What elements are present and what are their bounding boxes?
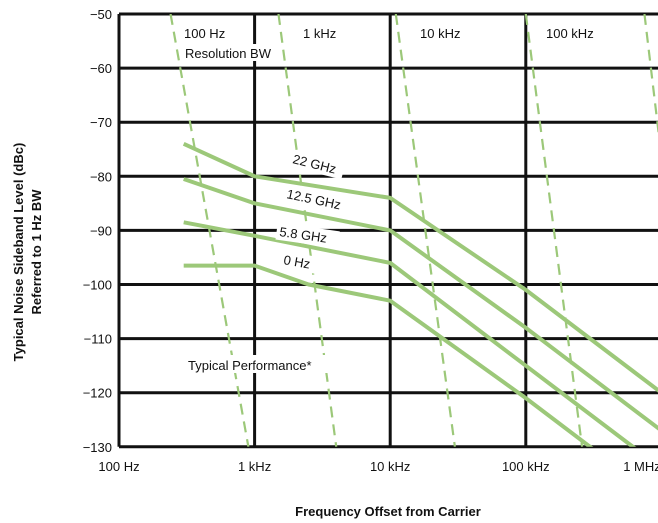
bw-label: 100 Hz: [184, 26, 225, 41]
y-tick-label: −80: [90, 169, 112, 184]
bw-line-4: [643, 14, 658, 137]
bw-label: 1 kHz: [303, 26, 336, 41]
series-label-bg: [279, 250, 321, 275]
series-label-group: 5.8 GHz: [275, 222, 340, 249]
bw-label-bg: [543, 25, 603, 42]
x-tick-label: 100 kHz: [502, 459, 550, 474]
typical-performance-annotation: Typical Performance*: [188, 358, 312, 373]
grid: [117, 12, 658, 449]
bw-title-bg: [182, 44, 278, 61]
bw-line-100-khz: [524, 14, 584, 447]
bw-label-bg: [181, 25, 233, 42]
series-label: 0 Hz: [282, 252, 311, 271]
y-tick-label: −50: [90, 7, 112, 22]
annotation-bg: [184, 355, 354, 373]
y-tick-label: −110: [84, 332, 112, 347]
y-tick-label: −120: [83, 386, 112, 401]
bw-title: Resolution BW: [185, 46, 272, 61]
bw-label-bg: [417, 25, 469, 42]
y-tick-label: −90: [90, 223, 112, 238]
bw-label: 10 kHz: [420, 26, 460, 41]
y-axis-title: Typical Noise Sideband Level (dBc): [11, 143, 26, 362]
bw-line-100-hz: [169, 14, 250, 447]
bw-line-10-khz: [394, 14, 456, 447]
x-axis-title: Frequency Offset from Carrier: [295, 504, 481, 519]
bw-label-bg: [300, 25, 344, 42]
x-tick-label: 1 kHz: [238, 459, 271, 474]
y-tick-label: −100: [83, 278, 112, 293]
y-tick-label: −130: [83, 440, 112, 455]
series-label-bg: [288, 149, 346, 180]
series-label-bg: [275, 222, 340, 249]
series-label: 5.8 GHz: [279, 224, 328, 245]
series-line-3: [183, 263, 594, 447]
y-axis-subtitle: Referred to 1 Hz BW: [29, 189, 44, 315]
series-line-1: [183, 177, 658, 431]
x-tick-labels: 100 Hz 1 kHz 10 kHz 100 kHz 1 MHz: [98, 459, 658, 474]
y-tick-labels: −50 −60 −70 −80 −90 −100 −110 −120 −130: [83, 7, 112, 455]
x-tick-label: 10 kHz: [370, 459, 410, 474]
y-tick-label: −70: [90, 115, 112, 130]
series-label-bg: [282, 184, 355, 216]
x-tick-label: 100 Hz: [98, 459, 139, 474]
bw-label: 100 kHz: [546, 26, 594, 41]
series-label-group: 0 Hz: [279, 250, 321, 275]
x-tick-label: 1 MHz: [623, 459, 658, 474]
series-lines: [182, 141, 658, 447]
y-tick-label: −60: [90, 61, 112, 76]
series-line-0: [182, 141, 658, 393]
series-line-2: [183, 220, 637, 447]
